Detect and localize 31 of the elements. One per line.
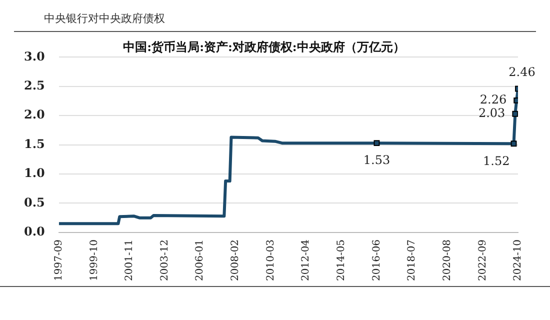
- x-tick-label: 2016-06: [371, 239, 382, 282]
- point: [510, 140, 517, 147]
- x-tick-label: 2024-10: [512, 239, 524, 282]
- data-label: 2.46: [508, 64, 536, 79]
- data-label: 2.03: [478, 106, 506, 120]
- data-label: 2.26: [480, 92, 507, 107]
- x-tick-label: 2001-11: [124, 239, 136, 282]
- x-tick-label: 2012-04: [300, 239, 312, 282]
- point: [374, 140, 380, 146]
- x-tick-label: 1999-10: [88, 239, 100, 282]
- y-tick-label: 1.0: [24, 166, 45, 180]
- point: [512, 110, 518, 117]
- x-tick-label: 2014-05: [336, 239, 348, 282]
- x-tick-label: 2018-07: [406, 239, 418, 282]
- x-tick-label: 2010-03: [265, 239, 276, 282]
- y-tick-label: 0.5: [24, 195, 45, 210]
- x-tick-label: 2003-12: [159, 239, 170, 282]
- y-tick-label: 0.0: [24, 224, 45, 239]
- data-label: 1.53: [363, 153, 390, 168]
- y-tick-label: 2.5: [24, 78, 45, 93]
- y-tick-label: 1.5: [24, 136, 45, 151]
- x-tick-label: 2020-08: [442, 239, 453, 282]
- x-tick-label: 1997-09: [53, 239, 64, 282]
- chart-title: 中国:货币当局:资产:对政府债权:中央政府（万亿元）: [123, 40, 405, 54]
- data-label: 1.52: [483, 154, 510, 168]
- y-tick-label: 2.0: [24, 108, 45, 122]
- chart-subtitle: 中央银行对中央政府债权: [14, 8, 536, 32]
- y-tick-label: 3.0: [24, 49, 45, 64]
- x-tick-label: 2006-01: [194, 239, 206, 282]
- x-tick-label: 2008-02: [230, 239, 242, 282]
- x-tick-label: 2022-09: [477, 239, 488, 282]
